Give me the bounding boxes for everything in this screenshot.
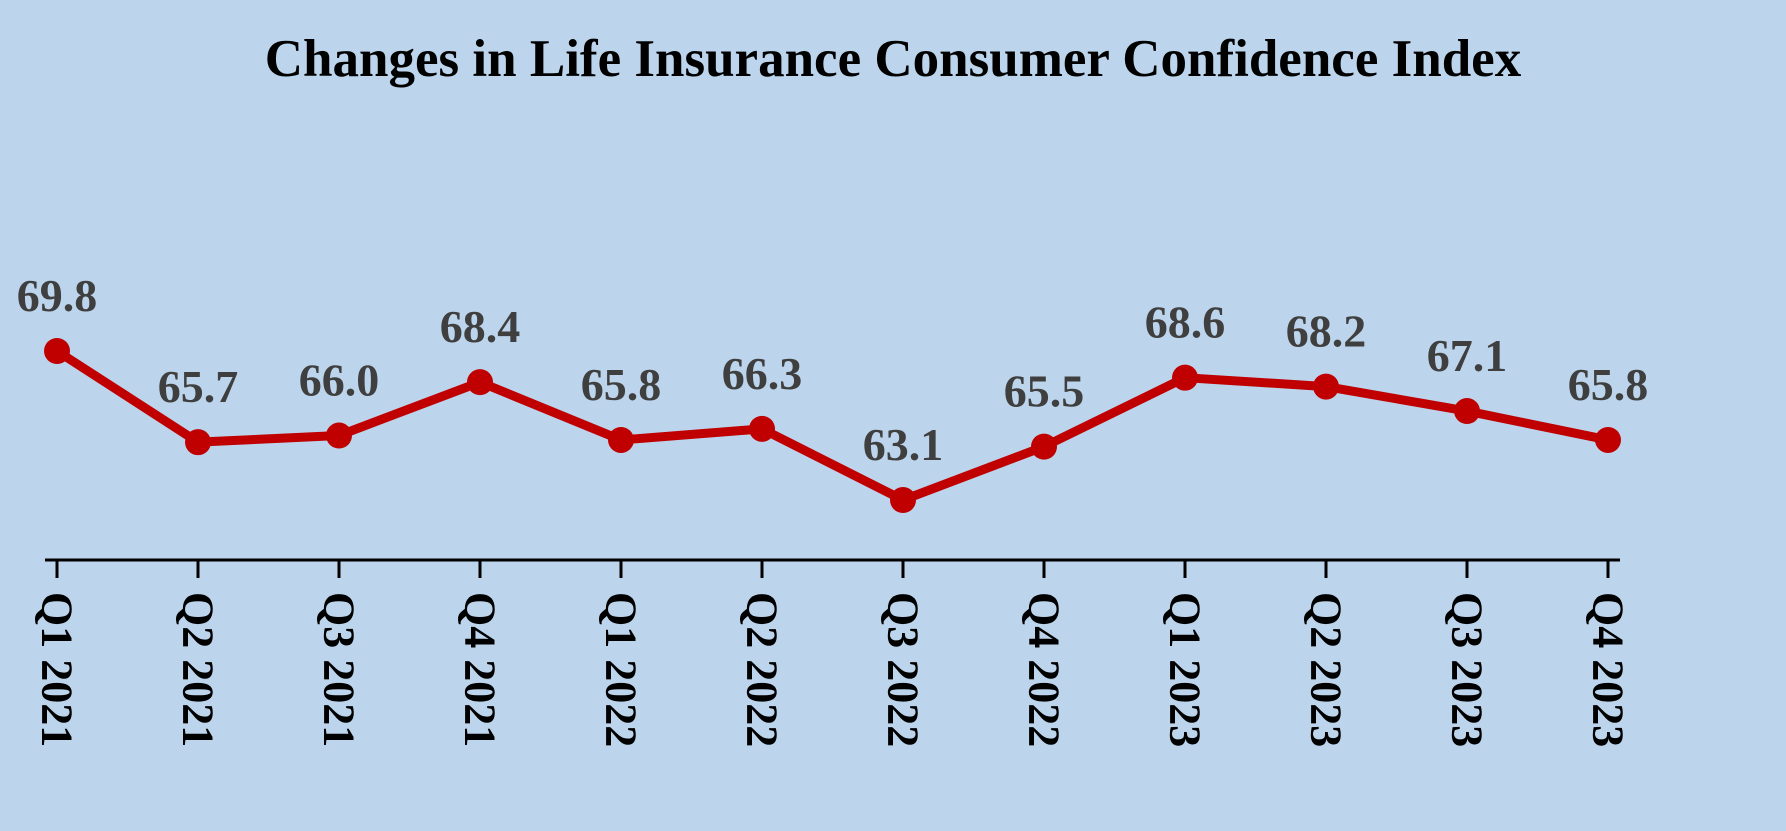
data-label: 63.1 bbox=[863, 419, 944, 470]
data-label: 65.7 bbox=[158, 361, 239, 412]
x-axis-label: Q1 2023 bbox=[1161, 592, 1210, 747]
x-axis-label: Q2 2021 bbox=[174, 592, 223, 747]
x-axis-label: Q4 2023 bbox=[1584, 592, 1633, 747]
data-point-marker bbox=[326, 422, 352, 449]
data-point-marker bbox=[467, 369, 493, 396]
data-point-marker bbox=[890, 487, 916, 513]
x-axis-label: Q2 2022 bbox=[738, 592, 787, 747]
x-axis-label: Q4 2021 bbox=[456, 592, 505, 747]
data-point-marker bbox=[1454, 398, 1480, 425]
data-point-marker bbox=[185, 429, 211, 456]
data-label: 65.5 bbox=[1004, 366, 1085, 417]
x-axis-label: Q1 2021 bbox=[33, 592, 82, 747]
plot-area: 69.8 65.7 66.0 68.4 65.8 66.3 63.1 65.5 68.6 68.2… bbox=[0, 230, 1786, 831]
x-axis-label: Q3 2021 bbox=[315, 592, 364, 747]
chart-title: Changes in Life Insurance Consumer Confi… bbox=[264, 30, 1522, 88]
x-axis-label: Q4 2022 bbox=[1020, 592, 1069, 747]
line-chart: 69.8 65.7 66.0 68.4 65.8 66.3 63.1 65.5 68.6 68.2… bbox=[17, 270, 1649, 747]
x-axis-label: Q3 2022 bbox=[879, 592, 928, 747]
data-label: 67.1 bbox=[1427, 330, 1508, 381]
data-point-marker bbox=[44, 338, 70, 364]
data-point-marker bbox=[749, 415, 775, 442]
x-axis-label: Q3 2023 bbox=[1443, 592, 1492, 747]
data-point-marker bbox=[1313, 373, 1339, 400]
x-axis-label: Q2 2023 bbox=[1302, 592, 1351, 747]
data-label: 68.2 bbox=[1286, 306, 1367, 357]
data-label: 66.3 bbox=[722, 348, 803, 399]
data-label: 65.8 bbox=[581, 359, 662, 410]
data-point-marker bbox=[1031, 433, 1057, 460]
data-label: 69.8 bbox=[17, 270, 98, 321]
data-label: 68.4 bbox=[440, 301, 521, 352]
data-point-marker bbox=[1172, 364, 1198, 391]
data-label: 68.6 bbox=[1145, 297, 1226, 348]
data-label: 66.0 bbox=[299, 355, 380, 406]
data-point-marker bbox=[608, 426, 634, 453]
series-line bbox=[52, 346, 1613, 505]
x-axis-label: Q1 2022 bbox=[597, 592, 646, 747]
data-label: 65.8 bbox=[1568, 359, 1649, 410]
data-point-marker bbox=[1595, 426, 1621, 453]
